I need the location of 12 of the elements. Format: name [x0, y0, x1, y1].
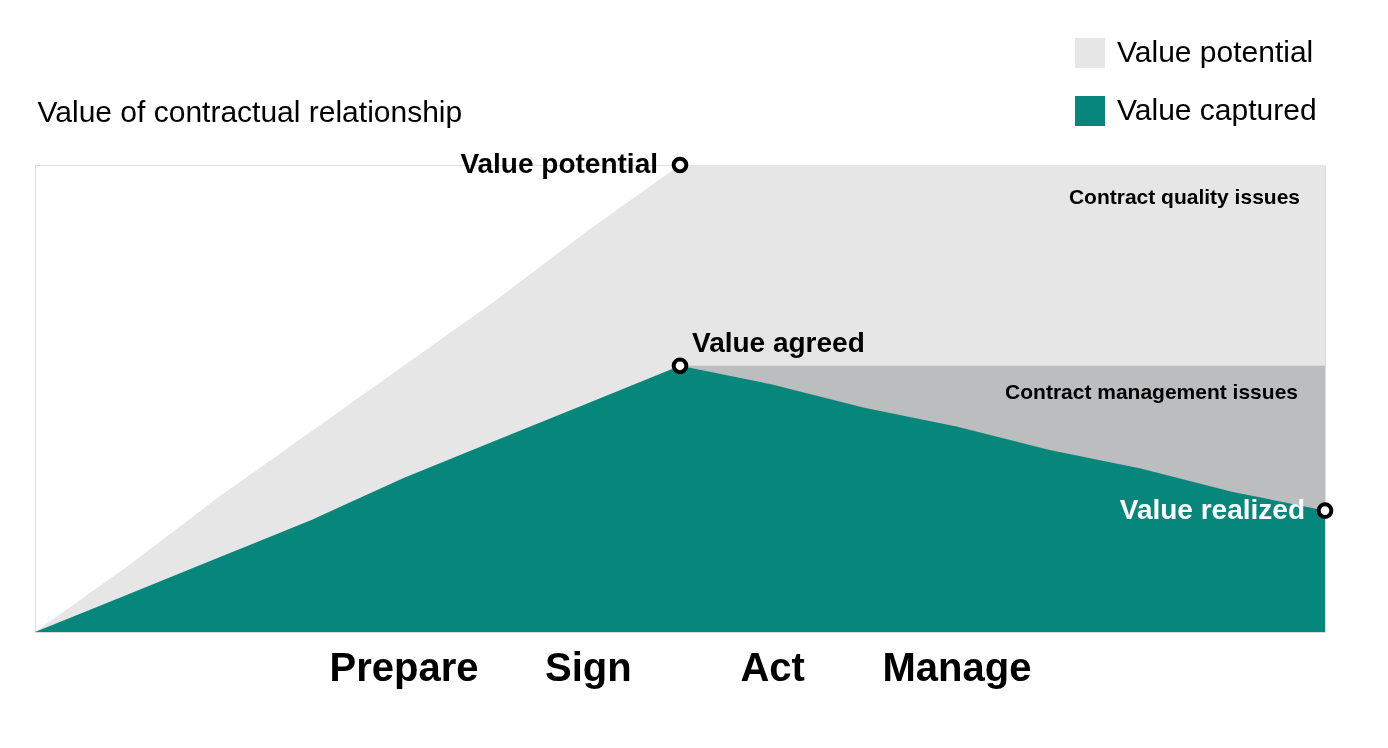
x-tick-label: Sign	[545, 644, 632, 689]
x-tick-label: Prepare	[329, 644, 479, 689]
y-axis-title: Value of contractual relationship	[37, 94, 463, 128]
annotation: Value agreed	[692, 326, 865, 358]
legend-label: Value potential	[1117, 35, 1314, 68]
x-tick-label: Manage	[882, 644, 1032, 689]
annotation: Contract quality issues	[1068, 185, 1300, 208]
annotation: Value potential	[460, 148, 658, 179]
annotation: Value realized	[1119, 493, 1305, 525]
annotation: Contract management issues	[1005, 380, 1298, 403]
legend-label: Value captured	[1117, 93, 1317, 126]
x-tick-label: Act	[740, 644, 805, 689]
